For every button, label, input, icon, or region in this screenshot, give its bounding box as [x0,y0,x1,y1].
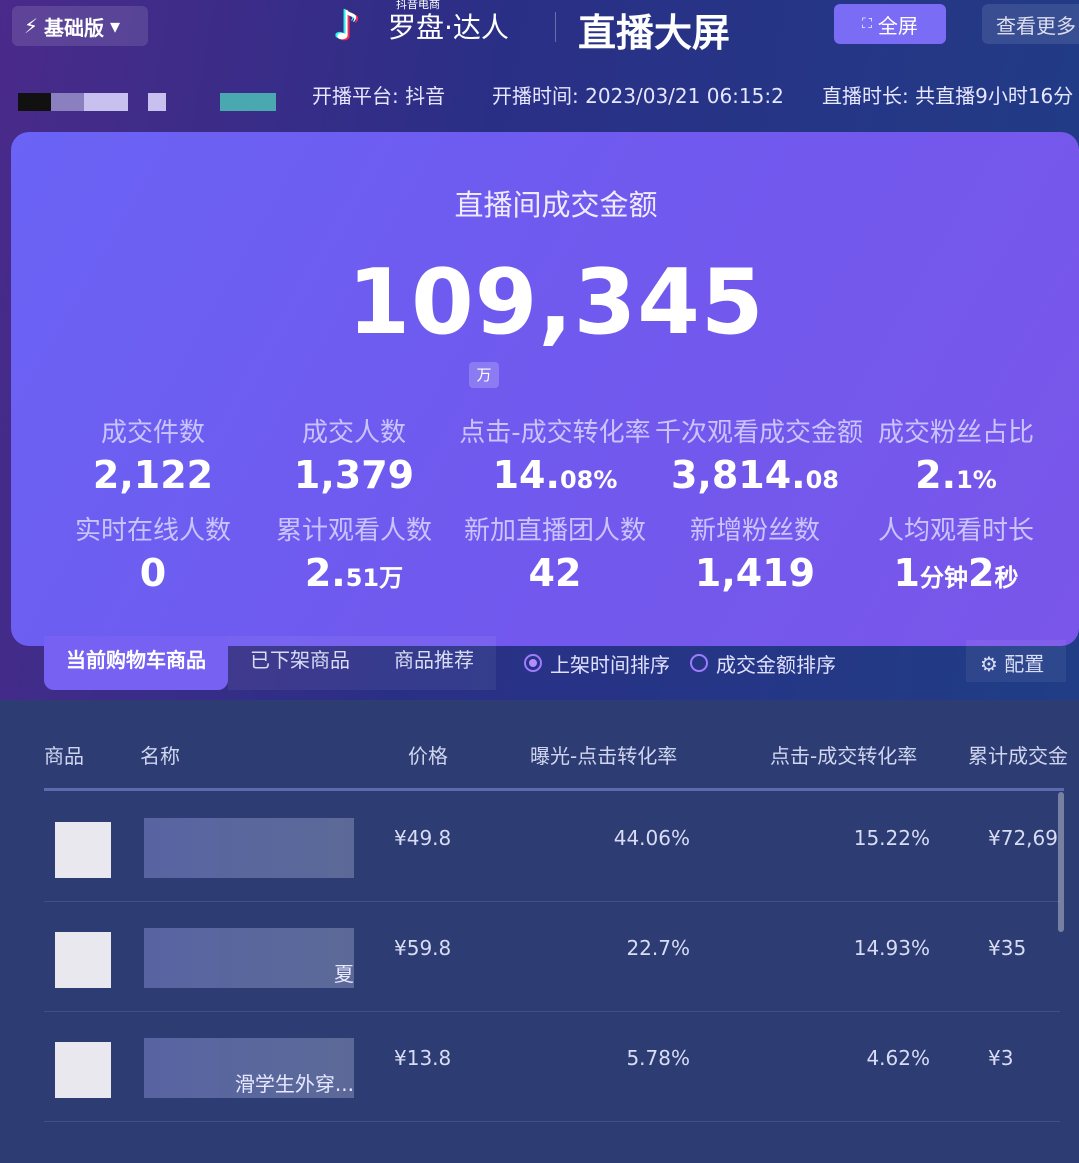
metric-label: 点击-成交转化率 [459,418,651,448]
click-deal-rate: 15.22% [853,826,930,850]
tiktok-icon: ♪ [334,3,360,49]
metric-label: 实时在线人数 [74,516,231,546]
metric-label: 累计观看人数 [275,516,432,546]
price: ¥59.8 [394,936,452,960]
metric-value: 14.08% [492,453,618,497]
click-deal-rate: 4.62% [866,1046,930,1070]
sort-by-gmv[interactable]: 成交金额排序 [690,649,836,678]
divider [555,12,556,42]
metric-label: 千次观看成交金额 [655,418,864,448]
metric-label: 新增粉丝数 [689,516,820,546]
product-name: 滑学生外穿... [144,1038,354,1098]
account-name-blurred [18,93,128,111]
metric-card: 新增粉丝数 1,419 [655,510,855,595]
version-dropdown[interactable]: ⚡ 基础版 ▾ [12,6,148,46]
tab-recommend[interactable]: 商品推荐 [372,636,496,690]
scrollbar[interactable] [1058,792,1064,932]
total-gmv: ¥35 [988,936,1027,960]
table-row[interactable]: 滑学生外穿... ¥13.8 5.78% 4.62% ¥3 [44,1012,1060,1122]
metric-value: 1,419 [694,551,816,595]
metric-value: 2.51万 [304,551,404,595]
total-gmv: ¥3 [988,1046,1014,1070]
product-name: 夏 [144,928,354,988]
metric-value: 0 [139,551,167,595]
product-name [144,818,354,878]
account-id-blurred [220,93,276,111]
metric-card: 人均观看时长 1分钟2秒 [856,510,1056,595]
metric-card: 千次观看成交金额 3,814.08 [655,412,864,497]
logo: ♪ 抖音电商 罗盘·达人 [334,0,509,49]
metric-label: 新加直播团人数 [463,516,646,546]
config-button[interactable]: ⚙ 配置 [966,640,1066,682]
metric-label: 成交粉丝占比 [877,418,1034,448]
metric-card: 点击-成交转化率 14.08% [455,412,655,497]
lightning-icon: ⚡ [24,14,39,38]
product-table: 商品 名称 价格 曝光-点击转化率 点击-成交转化率 累计成交金 ¥49.8 4… [0,700,1079,1163]
radio-selected-icon [524,654,542,672]
header: ⚡ 基础版 ▾ ♪ 抖音电商 罗盘·达人 直播大屏 ⛶ 全屏 查看更多 开播平台: 抖音 … [0,0,1079,130]
platform-info: 开播平台: 抖音 [312,84,446,108]
col-total-gmv: 累计成交金 [968,744,1068,768]
product-tabs: 当前购物车商品 已下架商品 商品推荐 上架时间排序 成交金额排序 [44,636,836,690]
sort-by-listing-time[interactable]: 上架时间排序 [524,649,670,678]
metric-label: 成交件数 [100,418,205,448]
metric-label: 成交人数 [301,418,406,448]
metric-card: 成交人数 1,379 [254,412,454,497]
price: ¥49.8 [394,826,452,850]
metric-value: 3,814.08 [670,453,840,497]
exposure-click-rate: 22.7% [626,936,690,960]
fullscreen-button[interactable]: ⛶ 全屏 [834,4,946,44]
metric-label: 人均观看时长 [877,516,1034,546]
metric-card: 成交件数 2,122 [53,412,253,497]
exposure-click-rate: 5.78% [626,1046,690,1070]
tab-current-cart[interactable]: 当前购物车商品 [44,636,228,690]
gear-icon: ⚙ [980,652,998,676]
metric-value: 2.1% [915,453,997,497]
col-name: 名称 [140,744,180,768]
metric-card: 新加直播团人数 42 [455,510,655,595]
metric-card: 成交粉丝占比 2.1% [856,412,1056,497]
gmv-unit: 万 [469,362,499,388]
expand-icon: ⛶ [862,16,872,32]
start-time-info: 开播时间: 2023/03/21 06:15:2 [492,84,784,108]
col-click-deal: 点击-成交转化率 [770,744,918,768]
click-deal-rate: 14.93% [853,936,930,960]
exposure-click-rate: 44.06% [613,826,690,850]
view-more-button[interactable]: 查看更多 [982,4,1079,44]
price: ¥13.8 [394,1046,452,1070]
table-row[interactable]: ¥49.8 44.06% 15.22% ¥72,69 [44,792,1060,902]
metric-value: 2,122 [92,453,214,497]
metric-value: 1分钟2秒 [893,551,1019,595]
product-thumbnail [55,822,111,878]
col-product: 商品 [44,744,84,768]
col-exposure-click: 曝光-点击转化率 [530,744,678,768]
radio-icon [690,654,708,672]
col-price: 价格 [408,744,448,768]
table-row[interactable]: 夏 ¥59.8 22.7% 14.93% ¥35 [44,902,1060,1012]
tab-delisted[interactable]: 已下架商品 [228,636,372,690]
metric-value: 42 [528,551,582,595]
summary-panel: 直播间成交金额 109,345 万 成交件数 2,122 成交人数 1,379 点击-成… [11,132,1079,646]
page-title: 直播大屏 [578,11,731,55]
metric-card: 实时在线人数 0 [53,510,253,595]
total-gmv: ¥72,69 [988,826,1058,850]
gmv-amount: 109,345 [347,250,765,355]
metric-card: 累计观看人数 2.51万 [254,510,454,595]
caret-down-icon: ▾ [110,14,121,38]
header-divider [44,788,1064,791]
account-badge-blurred [148,93,166,111]
gmv-title: 直播间成交金额 [454,188,658,222]
product-thumbnail [55,932,111,988]
product-thumbnail [55,1042,111,1098]
metric-value: 1,379 [293,453,415,497]
duration-info: 直播时长: 共直播9小时16分 [822,84,1074,108]
